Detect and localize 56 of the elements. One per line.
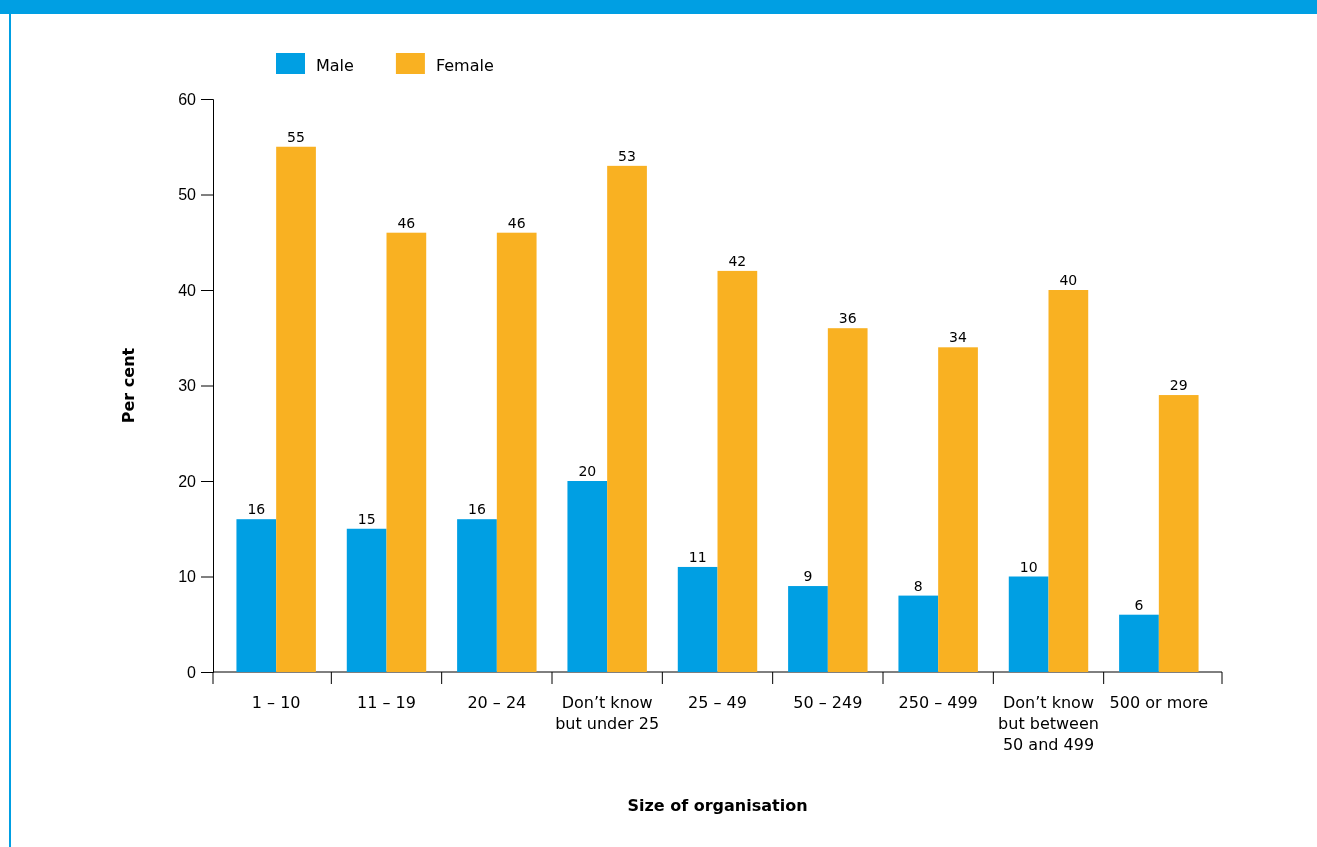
bar xyxy=(386,232,427,672)
y-axis-title: Per cent xyxy=(119,347,138,424)
x-tick-label: 250 – 499 xyxy=(898,693,978,712)
x-tick-label: 11 – 19 xyxy=(357,693,416,712)
legend-label: Female xyxy=(435,56,494,75)
bar xyxy=(236,519,277,672)
bar xyxy=(1048,290,1089,672)
bar xyxy=(1008,576,1049,672)
bar xyxy=(1158,395,1199,672)
data-label: 34 xyxy=(949,329,968,346)
x-tick-label: 1 – 10 xyxy=(251,693,301,712)
data-label: 20 xyxy=(578,463,597,479)
x-tick-label: 20 – 24 xyxy=(467,693,527,712)
data-label: 40 xyxy=(1059,272,1078,288)
x-tick-label: Don’t know but under 25 xyxy=(555,693,660,733)
y-tick-label: 20 xyxy=(178,472,197,490)
bar xyxy=(827,328,868,672)
x-tick-label: 25 – 49 xyxy=(688,693,747,712)
data-label: 11 xyxy=(688,548,707,565)
bar xyxy=(496,232,537,672)
bar xyxy=(346,528,387,672)
bar xyxy=(457,519,497,672)
x-tick-label: 50 – 249 xyxy=(793,693,863,712)
x-axis-title: Size of organisation xyxy=(627,796,808,815)
x-tick-label: 500 or more xyxy=(1109,693,1209,712)
y-tick-label: 10 xyxy=(178,568,197,586)
data-label: 10 xyxy=(1019,558,1038,575)
data-label: 6 xyxy=(1134,596,1144,613)
bar xyxy=(276,146,316,672)
bar xyxy=(677,566,718,672)
y-tick-label: 30 xyxy=(178,377,197,395)
y-tick-label: 60 xyxy=(178,90,197,108)
bar xyxy=(717,270,758,672)
data-label: 46 xyxy=(397,214,416,231)
data-label: 15 xyxy=(357,510,376,527)
data-label: 46 xyxy=(507,214,526,231)
data-label: 9 xyxy=(803,568,813,585)
data-label: 53 xyxy=(618,147,636,164)
data-label: 55 xyxy=(287,128,305,145)
data-label: 42 xyxy=(728,252,747,269)
bar xyxy=(1119,614,1159,672)
x-tick-label: Don’t know but between 50 and 499 xyxy=(998,693,1099,754)
bar xyxy=(898,595,939,672)
y-tick-label: 0 xyxy=(187,663,197,681)
bar xyxy=(788,586,828,672)
data-label: 16 xyxy=(468,501,486,518)
data-label: 36 xyxy=(838,310,857,327)
y-tick-label: 50 xyxy=(178,186,197,204)
data-label: 29 xyxy=(1169,377,1188,394)
bar xyxy=(607,165,647,672)
legend-label: Male xyxy=(316,56,354,75)
data-label: 16 xyxy=(247,501,266,518)
bar xyxy=(938,347,978,672)
data-label: 8 xyxy=(913,577,923,594)
y-tick-label: 40 xyxy=(178,281,197,299)
bar xyxy=(567,481,608,672)
